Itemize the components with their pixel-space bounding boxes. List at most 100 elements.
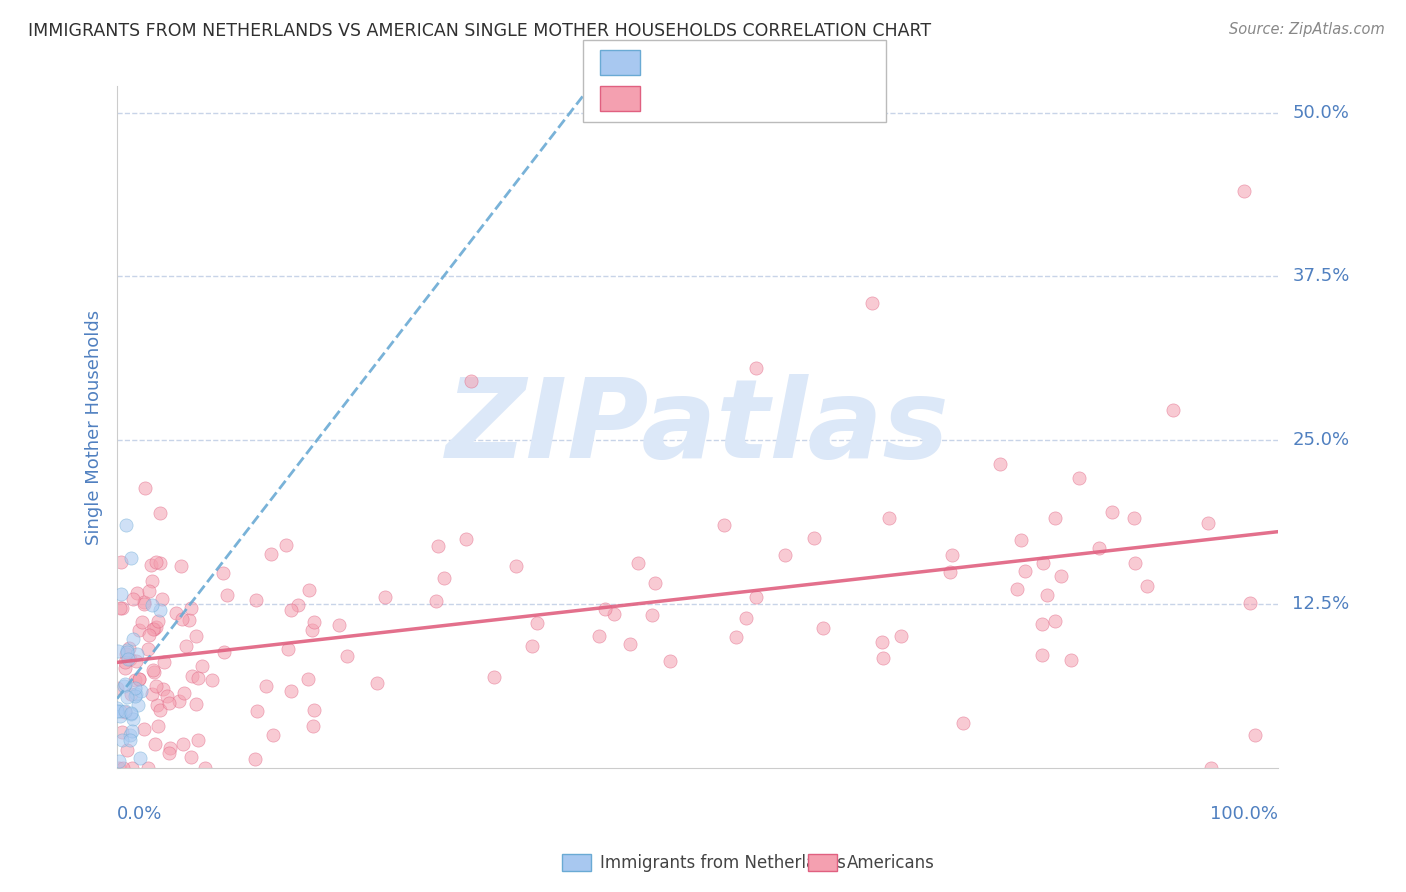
- Text: 100.0%: 100.0%: [1211, 805, 1278, 823]
- Point: [141, 599, 163, 613]
- Point: [134, 595, 156, 609]
- Point: [593, 602, 616, 616]
- Point: [134, 482, 156, 496]
- Point: [157, 746, 180, 760]
- Point: [112, 679, 135, 693]
- Point: [860, 295, 883, 310]
- Point: [145, 556, 167, 570]
- Point: [115, 518, 138, 533]
- Point: [1087, 541, 1109, 556]
- Point: [1045, 615, 1067, 629]
- Point: [246, 704, 269, 718]
- Text: Americans: Americans: [846, 854, 934, 871]
- Point: [114, 661, 136, 675]
- Point: [482, 670, 505, 684]
- Point: [152, 681, 174, 696]
- Point: [952, 715, 974, 730]
- Point: [177, 613, 200, 627]
- Point: [127, 647, 149, 661]
- Point: [988, 457, 1011, 471]
- Point: [277, 642, 299, 657]
- Point: [890, 629, 912, 643]
- Point: [131, 615, 153, 630]
- Point: [110, 724, 132, 739]
- Point: [120, 687, 142, 701]
- Point: [280, 684, 302, 698]
- Point: [260, 547, 283, 561]
- Point: [201, 673, 224, 687]
- Point: [603, 607, 626, 622]
- Point: [142, 663, 165, 677]
- Point: [335, 648, 357, 663]
- Point: [136, 642, 159, 657]
- Point: [262, 728, 284, 742]
- Point: [111, 761, 134, 775]
- Point: [1136, 578, 1159, 592]
- Point: [870, 635, 893, 649]
- Point: [115, 645, 138, 659]
- Point: [145, 679, 167, 693]
- Point: [125, 687, 148, 701]
- Point: [138, 628, 160, 642]
- Point: [735, 610, 758, 624]
- Point: [505, 559, 527, 574]
- Point: [1101, 506, 1123, 520]
- Point: [1031, 617, 1053, 632]
- Point: [176, 639, 198, 653]
- Point: [128, 672, 150, 686]
- Text: 50.0%: 50.0%: [1292, 103, 1350, 121]
- Point: [120, 706, 142, 721]
- Point: [108, 755, 131, 769]
- Point: [1005, 582, 1028, 597]
- Point: [115, 690, 138, 704]
- Point: [172, 737, 194, 751]
- Point: [139, 558, 162, 573]
- Point: [149, 702, 172, 716]
- Point: [117, 652, 139, 666]
- Point: [1045, 510, 1067, 524]
- Point: [120, 551, 142, 566]
- Point: [138, 584, 160, 599]
- Point: [879, 511, 901, 525]
- Point: [1031, 648, 1053, 662]
- Point: [301, 719, 323, 733]
- Point: [110, 587, 132, 601]
- Point: [1069, 471, 1091, 485]
- Point: [1060, 653, 1083, 667]
- Point: [114, 704, 136, 718]
- Point: [724, 630, 747, 644]
- Point: [121, 761, 143, 775]
- Point: [143, 737, 166, 751]
- Point: [149, 603, 172, 617]
- Point: [149, 556, 172, 570]
- Point: [287, 598, 309, 612]
- Point: [427, 539, 450, 553]
- Point: [298, 582, 321, 597]
- Point: [433, 571, 456, 585]
- Point: [1232, 184, 1254, 198]
- Point: [1010, 533, 1032, 548]
- Point: [301, 623, 323, 637]
- Point: [187, 671, 209, 685]
- Point: [129, 684, 152, 698]
- Point: [184, 698, 207, 712]
- Point: [180, 750, 202, 764]
- Point: [187, 732, 209, 747]
- Point: [173, 685, 195, 699]
- Point: [122, 712, 145, 726]
- Point: [114, 677, 136, 691]
- Point: [114, 647, 136, 661]
- Text: ZIPatlas: ZIPatlas: [446, 374, 949, 481]
- Text: Immigrants from Netherlands: Immigrants from Netherlands: [600, 854, 846, 871]
- Point: [454, 532, 477, 546]
- Point: [212, 645, 235, 659]
- Point: [297, 673, 319, 687]
- Point: [744, 590, 766, 604]
- Point: [460, 374, 482, 388]
- Point: [165, 606, 187, 620]
- Point: [302, 615, 325, 629]
- Point: [110, 555, 132, 569]
- Text: 25.0%: 25.0%: [1292, 431, 1350, 450]
- Text: N =  33: N = 33: [773, 53, 848, 72]
- Point: [149, 506, 172, 520]
